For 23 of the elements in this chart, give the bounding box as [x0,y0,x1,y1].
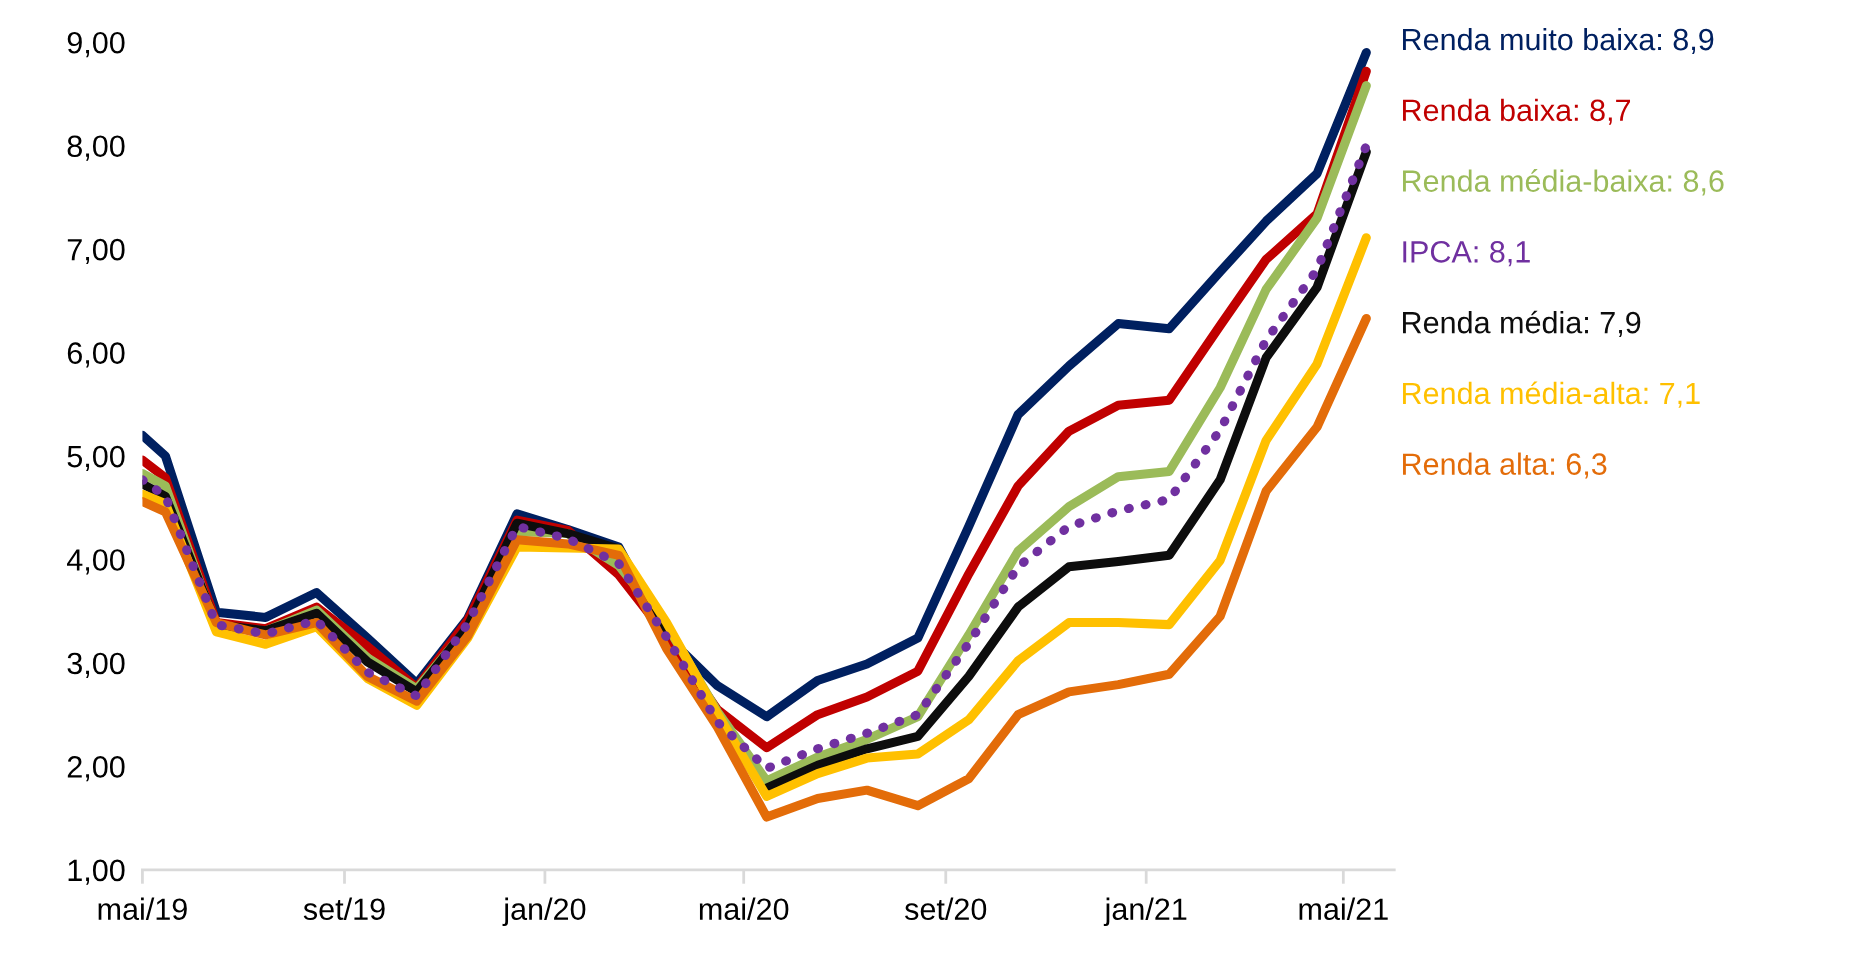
y-tick-label: 3,00 [67,652,125,678]
x-tick-label: jan/20 [502,897,586,927]
x-tick-label: jan/21 [1103,897,1187,927]
text: Renda média: 7,9 [1403,310,1641,338]
y-tick-label: 4,00 [67,549,125,575]
y-tick-label: 9,00 [67,31,125,58]
x-tick-label: mai/21 [1299,897,1388,921]
series-label: Renda baixa: 8,7 [1403,98,1631,125]
x-tick-label: mai/19 [98,897,187,921]
y-tick-label: 2,00 [67,756,125,782]
text: Renda média-baixa: 8,6 [1403,169,1724,196]
y-tick-label: 1,00 [68,859,125,885]
y-tick-label: 6,00 [67,342,125,368]
text: Renda média-alta: 7,1 [1403,381,1700,408]
y-tick-label: 7,00 [67,238,125,265]
text: Renda alta: 6,3 [1403,452,1607,479]
text: IPCA: 8,1 [1403,241,1530,267]
x-tick-label: mai/20 [699,897,789,921]
y-tick-label: 5,00 [67,445,125,471]
series-label: Renda muito baixa: 8,9 [1403,27,1714,55]
y-tick-label: 8,00 [67,135,125,161]
x-tick-label: set/20 [905,897,987,921]
x-tick-label: set/19 [303,897,385,921]
